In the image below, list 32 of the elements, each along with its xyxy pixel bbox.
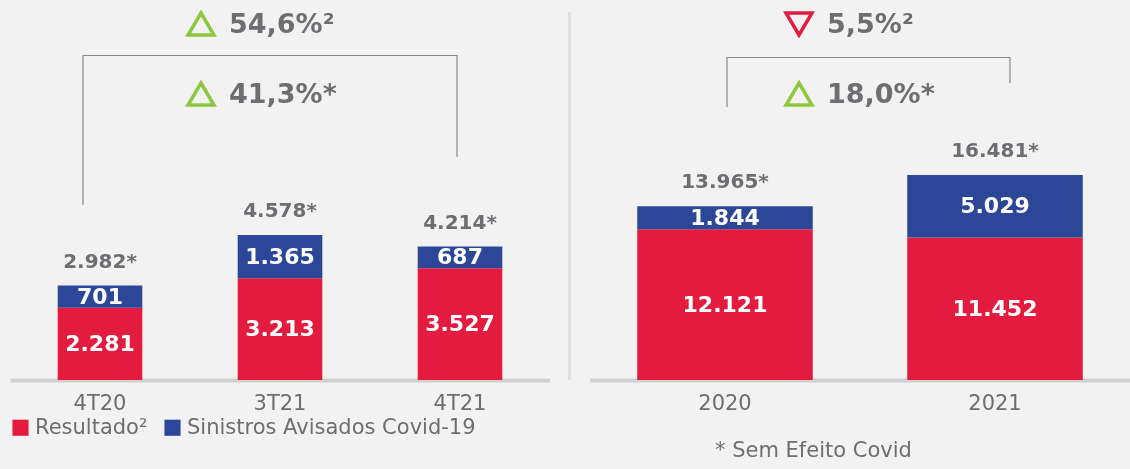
bar bbox=[417, 267, 502, 380]
text: 54,6%² bbox=[229, 8, 335, 39]
legend-label: Sinistros Avisados Covid-19 bbox=[186, 414, 476, 439]
data-label: 3.213 bbox=[244, 315, 315, 341]
legend-label: Resultado² bbox=[34, 414, 147, 439]
x-tick-label: 4T21 bbox=[433, 390, 486, 414]
data-label: 12.121 bbox=[682, 291, 767, 317]
x-tick-label: 2020 bbox=[697, 390, 752, 414]
text: 18,0%* bbox=[827, 78, 935, 109]
text: * Sem Efeito Covid bbox=[715, 438, 912, 462]
x-tick-label: 2021 bbox=[967, 390, 1022, 414]
total-label: 13.965* bbox=[680, 168, 769, 193]
data-label: 1.365 bbox=[244, 243, 315, 269]
total-label: 16.481* bbox=[950, 137, 1039, 162]
x-tick-label: 3T21 bbox=[253, 390, 306, 414]
bar bbox=[906, 237, 1083, 380]
bar bbox=[237, 277, 322, 380]
total-label: 2.982* bbox=[62, 248, 137, 273]
total-label: 4.578* bbox=[242, 197, 317, 222]
text: 41,3%* bbox=[229, 78, 337, 109]
bar bbox=[906, 174, 1083, 238]
total-label: 4.214* bbox=[422, 209, 497, 234]
data-label: 2.281 bbox=[64, 330, 135, 356]
data-label: 701 bbox=[76, 283, 123, 309]
x-tick-label: 4T20 bbox=[73, 390, 126, 414]
data-label: 11.452 bbox=[952, 295, 1037, 321]
data-label: 3.527 bbox=[424, 310, 495, 336]
data-label: 1.844 bbox=[689, 204, 760, 230]
text: 5,5%² bbox=[827, 8, 914, 39]
data-label: 687 bbox=[436, 243, 483, 269]
data-label: 5.029 bbox=[959, 192, 1030, 218]
bar bbox=[636, 228, 813, 380]
